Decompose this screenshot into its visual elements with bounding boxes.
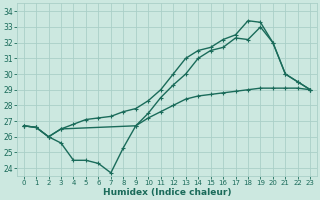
X-axis label: Humidex (Indice chaleur): Humidex (Indice chaleur): [103, 188, 231, 197]
